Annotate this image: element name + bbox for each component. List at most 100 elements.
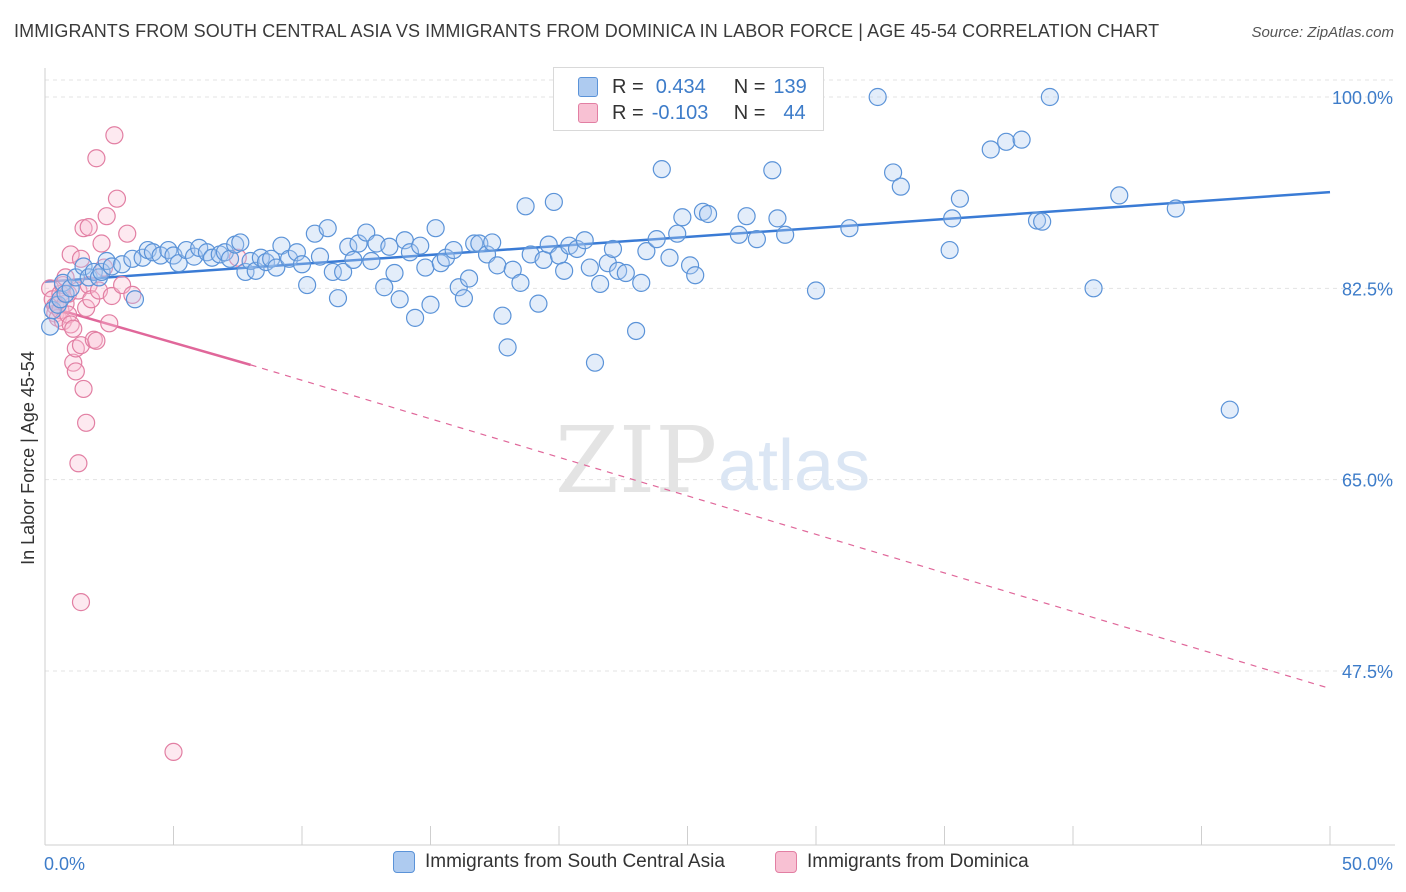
legend-n-value: 139 xyxy=(773,75,807,98)
point-south-central-asia xyxy=(92,262,111,282)
point-south-central-asia xyxy=(1033,212,1052,231)
point-south-central-asia xyxy=(555,261,574,280)
point-dominica xyxy=(87,331,106,350)
point-south-central-asia xyxy=(943,209,962,228)
point-south-central-asia xyxy=(647,230,666,249)
legend-swatch-blue xyxy=(578,77,598,97)
point-south-central-asia xyxy=(323,262,342,282)
point-south-central-asia xyxy=(1220,400,1239,419)
point-south-central-asia xyxy=(256,252,276,272)
legend-swatch-pink xyxy=(578,103,598,123)
point-south-central-asia xyxy=(680,256,700,275)
point-dominica xyxy=(92,234,111,253)
point-dominica xyxy=(66,362,85,381)
legend-n-label: N = xyxy=(733,75,766,98)
point-south-central-asia xyxy=(310,247,330,266)
point-south-central-asia xyxy=(56,284,75,303)
point-south-central-asia xyxy=(737,207,756,226)
point-south-central-asia xyxy=(421,295,440,314)
point-south-central-asia xyxy=(375,278,394,297)
point-south-central-asia xyxy=(686,266,705,285)
point-south-central-asia xyxy=(768,209,787,228)
point-south-central-asia xyxy=(328,289,348,308)
x-tick-label: 50.0% xyxy=(1342,854,1393,874)
point-south-central-asia xyxy=(112,255,132,274)
point-south-central-asia xyxy=(603,239,623,259)
legend-n-value: 44 xyxy=(783,101,806,124)
point-south-central-asia xyxy=(637,242,656,261)
legend-box: R = 0.434 N = 139 R = -0.103 N = 44 xyxy=(553,67,824,131)
point-south-central-asia xyxy=(1040,87,1059,107)
point-south-central-asia xyxy=(454,289,474,308)
point-south-central-asia xyxy=(483,233,502,252)
point-south-central-asia xyxy=(883,163,903,182)
point-south-central-asia xyxy=(632,273,651,292)
point-south-central-asia xyxy=(416,258,435,277)
chart-title: IMMIGRANTS FROM SOUTH CENTRAL ASIA VS IM… xyxy=(14,21,1160,41)
point-dominica xyxy=(105,126,124,145)
bottom-legend-item-south-central-asia: Immigrants from South Central Asia xyxy=(393,851,725,873)
point-dominica xyxy=(97,207,116,226)
bottom-legend-label: Immigrants from South Central Asia xyxy=(425,851,725,872)
legend-r-label: R = xyxy=(612,75,644,98)
point-south-central-asia xyxy=(444,240,463,260)
point-south-central-asia xyxy=(411,236,430,255)
point-south-central-asia xyxy=(1166,199,1185,218)
point-south-central-asia xyxy=(868,87,887,107)
point-south-central-asia xyxy=(544,192,563,212)
bottom-legend-item-dominica: Immigrants from Dominica xyxy=(775,851,1029,873)
point-south-central-asia xyxy=(459,269,479,288)
point-south-central-asia xyxy=(516,197,535,216)
trend-line-dominica-extension xyxy=(250,364,1331,690)
point-south-central-asia xyxy=(362,251,381,271)
point-south-central-asia xyxy=(405,308,425,327)
point-south-central-asia xyxy=(241,251,260,271)
point-south-central-asia xyxy=(465,234,484,253)
point-south-central-asia xyxy=(488,256,507,275)
point-south-central-asia xyxy=(318,219,337,238)
point-south-central-asia xyxy=(950,189,970,208)
point-south-central-asia xyxy=(776,225,795,244)
point-south-central-asia xyxy=(1084,279,1103,298)
point-south-central-asia xyxy=(431,254,450,273)
data-points xyxy=(41,87,1239,762)
y-tick-label: 47.5% xyxy=(1342,662,1393,682)
point-south-central-asia xyxy=(840,219,859,238)
point-dominica xyxy=(61,245,80,264)
point-south-central-asia xyxy=(380,237,399,256)
point-south-central-asia xyxy=(747,230,766,249)
point-south-central-asia xyxy=(262,249,281,268)
point-dominica xyxy=(77,298,96,318)
legend-n-label: N = xyxy=(733,101,766,124)
point-south-central-asia xyxy=(74,257,93,276)
point-south-central-asia xyxy=(981,140,1000,159)
point-south-central-asia xyxy=(668,224,687,243)
point-south-central-asia xyxy=(652,160,671,179)
point-south-central-asia xyxy=(529,294,548,313)
point-south-central-asia xyxy=(806,281,826,300)
point-south-central-asia xyxy=(231,233,250,252)
point-south-central-asia xyxy=(729,225,749,244)
point-south-central-asia xyxy=(400,243,420,262)
bottom-legend-label: Immigrants from Dominica xyxy=(807,851,1029,872)
axes xyxy=(44,68,1395,846)
point-south-central-asia xyxy=(580,258,599,277)
legend-r-value: -0.103 xyxy=(651,101,709,124)
point-south-central-asia xyxy=(344,250,363,270)
legend-r-label: R = xyxy=(612,101,644,124)
point-south-central-asia xyxy=(287,243,306,262)
point-south-central-asia xyxy=(125,290,145,309)
gridlines xyxy=(45,79,1395,672)
tick-labels: 100.0% 82.5% 65.0% 47.5% 0.0% 50.0% xyxy=(44,88,1393,874)
y-axis-label: In Labor Force | Age 45-54 xyxy=(18,351,38,565)
point-south-central-asia xyxy=(84,262,103,282)
y-tick-label: 65.0% xyxy=(1342,471,1393,491)
source-label: Source: ZipAtlas.com xyxy=(1251,24,1394,41)
x-tick-label: 0.0% xyxy=(44,854,85,874)
point-south-central-asia xyxy=(426,219,445,238)
point-south-central-asia xyxy=(61,279,80,298)
point-south-central-asia xyxy=(598,254,617,273)
y-tick-label: 82.5% xyxy=(1342,279,1393,299)
point-south-central-asia xyxy=(660,248,679,267)
bottom-legend-swatch-pink xyxy=(775,851,797,873)
